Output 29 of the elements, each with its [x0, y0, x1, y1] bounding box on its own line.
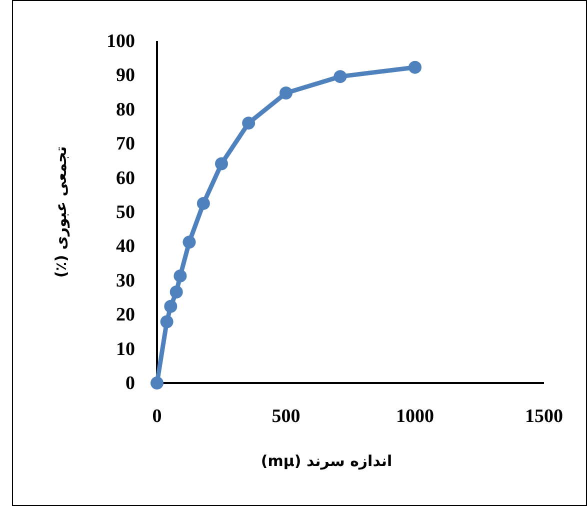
x-axis-title: اندازه سرند (mµ): [260, 452, 392, 470]
point: [170, 286, 183, 299]
point: [196, 196, 210, 210]
y-tick-label: 100: [106, 31, 135, 52]
y-tick-label: 80: [116, 99, 135, 120]
y-tick-label: 40: [116, 236, 135, 258]
y-axis-title: تجمعی عبوری (٪): [52, 146, 70, 278]
point: [242, 116, 256, 130]
point: [150, 376, 164, 390]
y-tick-label: 30: [116, 270, 135, 292]
point: [164, 300, 178, 313]
x-tick-label: 1000: [396, 406, 434, 427]
y-tick-label: 20: [116, 304, 135, 326]
point: [408, 60, 422, 74]
x-tick-label: 1500: [525, 406, 563, 427]
y-tick-label: 70: [116, 134, 135, 155]
y-tick-label: 10: [116, 338, 135, 360]
y-tick-label: 90: [116, 65, 135, 86]
y-tick-label: 60: [116, 168, 135, 189]
point: [280, 86, 292, 100]
point: [174, 269, 187, 282]
y-tick-label: 0: [126, 373, 135, 394]
point: [334, 70, 347, 84]
y-tick-label: 50: [116, 202, 135, 223]
x-tick-label: 500: [272, 406, 300, 427]
x-tick-label: 0: [152, 406, 162, 427]
point: [215, 157, 228, 170]
point: [160, 315, 174, 328]
point: [182, 236, 196, 249]
